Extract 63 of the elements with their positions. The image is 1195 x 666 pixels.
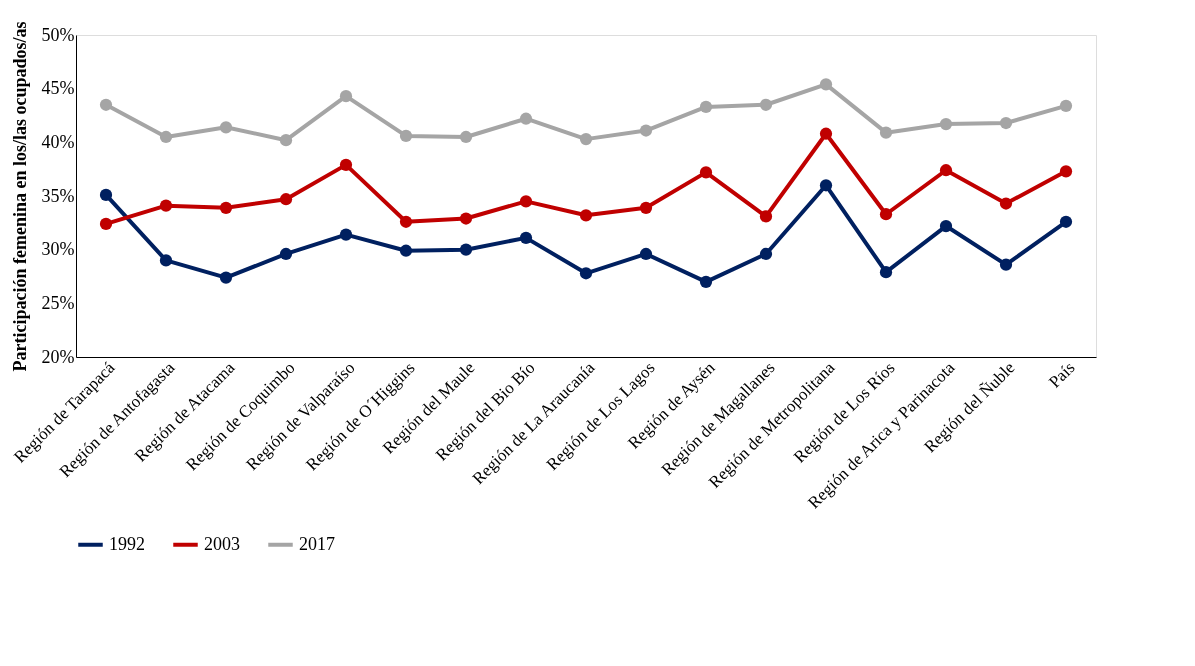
point [159,254,173,267]
point [699,166,713,179]
y-tick-label: 25% [41,292,75,313]
x-tick-label: País [1045,358,1079,392]
point [459,212,473,225]
point [279,247,293,261]
legend-label: 1992 [109,533,145,554]
y-tick-label: 50% [41,24,75,45]
y-tick-label: 40% [41,131,75,152]
point [279,193,293,206]
y-tick-label: 30% [41,239,75,260]
point [99,98,113,111]
point [459,243,473,256]
point [339,228,353,241]
point [159,199,173,212]
point [219,271,233,284]
y-tick-label: 20% [41,346,75,367]
point [219,121,233,134]
point [339,158,353,171]
point [399,129,413,143]
point [819,179,833,192]
point [399,215,413,228]
point [579,267,593,280]
point [159,130,173,144]
point [459,130,473,144]
point [399,244,413,257]
point [939,117,953,131]
point [879,266,893,279]
point [819,127,833,140]
point [939,164,953,177]
y-tick-label: 35% [41,185,75,206]
legend-label: 2017 [299,533,335,554]
point [579,133,593,146]
point [99,188,113,202]
point [939,219,953,233]
point [279,134,293,147]
point [639,247,653,261]
point [699,100,713,114]
point [99,217,113,231]
point [519,112,533,125]
point [219,201,233,214]
point [1059,99,1073,112]
y-axis-title: Participación femenina en los/las ocupados/as [9,21,30,372]
point [879,126,893,139]
point [519,231,533,244]
point [819,78,833,91]
point [579,209,593,222]
point [759,247,773,261]
point [1059,165,1073,178]
point [639,201,653,214]
point [879,208,893,221]
point [999,197,1013,210]
point [639,124,653,137]
point [759,98,773,111]
point [1059,215,1073,228]
point [999,116,1013,130]
legend-label: 2003 [204,533,240,554]
y-tick-label: 45% [41,78,75,99]
point [339,90,353,103]
point [999,258,1013,271]
point [759,210,773,223]
point [699,275,713,288]
point [519,195,533,208]
